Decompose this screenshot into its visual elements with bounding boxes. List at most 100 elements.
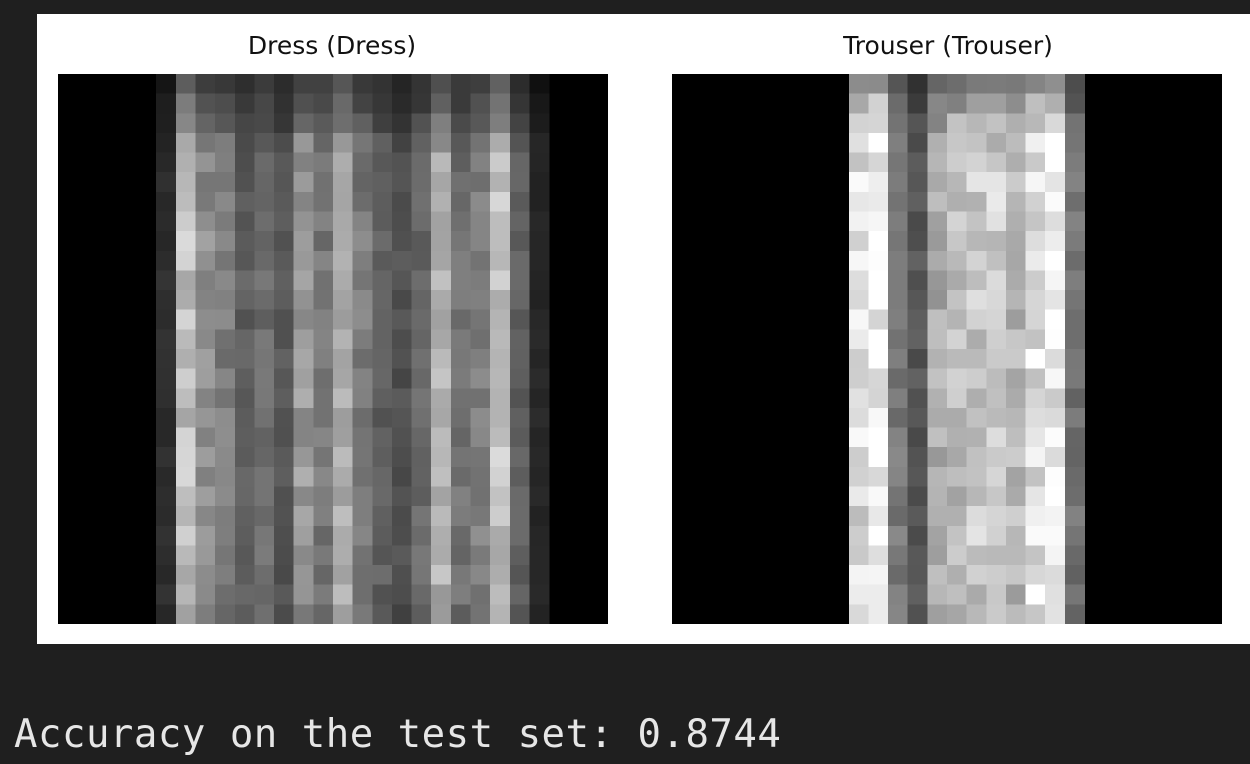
- image-pixel: [254, 545, 275, 566]
- image-pixel: [156, 604, 177, 624]
- image-pixel: [1064, 584, 1085, 605]
- image-pixel: [490, 231, 511, 252]
- image-pixel: [509, 113, 530, 134]
- image-pixel: [333, 349, 354, 370]
- image-pixel: [293, 349, 314, 370]
- image-pixel: [274, 74, 295, 95]
- image-pixel: [450, 368, 471, 389]
- image-pixel: [927, 152, 948, 173]
- image-pixel: [431, 270, 452, 291]
- image-pixel: [509, 506, 530, 527]
- image-pixel: [868, 427, 889, 448]
- image-pixel: [1045, 466, 1066, 487]
- image-pixel: [470, 506, 491, 527]
- image-pixel: [907, 211, 928, 232]
- image-pixel: [888, 368, 909, 389]
- image-pixel: [470, 525, 491, 546]
- image-pixel: [966, 250, 987, 271]
- image-pixel: [175, 407, 196, 428]
- image-pixel: [947, 132, 968, 153]
- image-pixel: [391, 329, 412, 350]
- image-pixel: [391, 231, 412, 252]
- image-pixel: [470, 74, 491, 95]
- image-pixel: [274, 349, 295, 370]
- image-pixel: [947, 231, 968, 252]
- image-pixel: [175, 290, 196, 311]
- image-pixel: [215, 113, 236, 134]
- image-pixel: [293, 329, 314, 350]
- image-pixel: [215, 466, 236, 487]
- image-pixel: [431, 604, 452, 624]
- image-pixel: [156, 211, 177, 232]
- image-pixel: [313, 211, 334, 232]
- image-pixel: [156, 506, 177, 527]
- image-pixel: [391, 506, 412, 527]
- image-pixel: [1025, 525, 1046, 546]
- image-pixel: [907, 250, 928, 271]
- image-pixel: [352, 447, 373, 468]
- image-pixel: [215, 290, 236, 311]
- image-pixel: [156, 113, 177, 134]
- image-pixel: [490, 427, 511, 448]
- image-pixel: [352, 584, 373, 605]
- image-pixel: [391, 93, 412, 114]
- image-pixel: [274, 250, 295, 271]
- image-pixel: [234, 93, 255, 114]
- image-pixel: [1025, 231, 1046, 252]
- image-pixel: [888, 113, 909, 134]
- image-pixel: [156, 388, 177, 409]
- image-pixel: [986, 93, 1007, 114]
- image-pixel: [888, 93, 909, 114]
- image-pixel: [411, 290, 432, 311]
- image-pixel: [888, 74, 909, 95]
- image-pixel: [352, 388, 373, 409]
- image-pixel: [986, 349, 1007, 370]
- image-pixel: [450, 231, 471, 252]
- image-pixel: [234, 172, 255, 193]
- image-pixel: [907, 74, 928, 95]
- image-pixel: [1045, 486, 1066, 507]
- image-pixel: [947, 604, 968, 624]
- image-pixel: [1045, 525, 1066, 546]
- image-pixel: [156, 309, 177, 330]
- image-pixel: [907, 191, 928, 212]
- image-pixel: [195, 74, 216, 95]
- image-pixel: [470, 349, 491, 370]
- image-pixel: [215, 427, 236, 448]
- image-pixel: [470, 565, 491, 586]
- image-pixel: [1064, 407, 1085, 428]
- image-pixel: [313, 447, 334, 468]
- image-pixel: [234, 506, 255, 527]
- image-pixel: [372, 113, 393, 134]
- image-pixel: [195, 132, 216, 153]
- image-pixel: [927, 368, 948, 389]
- image-pixel: [156, 270, 177, 291]
- image-pixel: [529, 565, 550, 586]
- image-pixel: [986, 270, 1007, 291]
- image-pixel: [234, 113, 255, 134]
- image-pixel: [391, 525, 412, 546]
- image-pixel: [848, 427, 869, 448]
- image-pixel: [431, 172, 452, 193]
- image-pixel: [490, 584, 511, 605]
- image-pixel: [431, 565, 452, 586]
- image-pixel: [490, 113, 511, 134]
- image-pixel: [1045, 211, 1066, 232]
- image-pixel: [509, 349, 530, 370]
- image-pixel: [1005, 565, 1026, 586]
- image-pixel: [986, 525, 1007, 546]
- image-pixel: [888, 486, 909, 507]
- image-pixel: [1025, 211, 1046, 232]
- image-pixel: [1064, 309, 1085, 330]
- image-pixel: [274, 427, 295, 448]
- image-pixel: [509, 604, 530, 624]
- image-pixel: [333, 211, 354, 232]
- image-pixel: [907, 172, 928, 193]
- image-pixel: [1025, 466, 1046, 487]
- image-pixel: [927, 172, 948, 193]
- image-pixel: [372, 172, 393, 193]
- image-pixel: [450, 74, 471, 95]
- image-pixel: [274, 152, 295, 173]
- image-pixel: [333, 290, 354, 311]
- image-pixel: [293, 604, 314, 624]
